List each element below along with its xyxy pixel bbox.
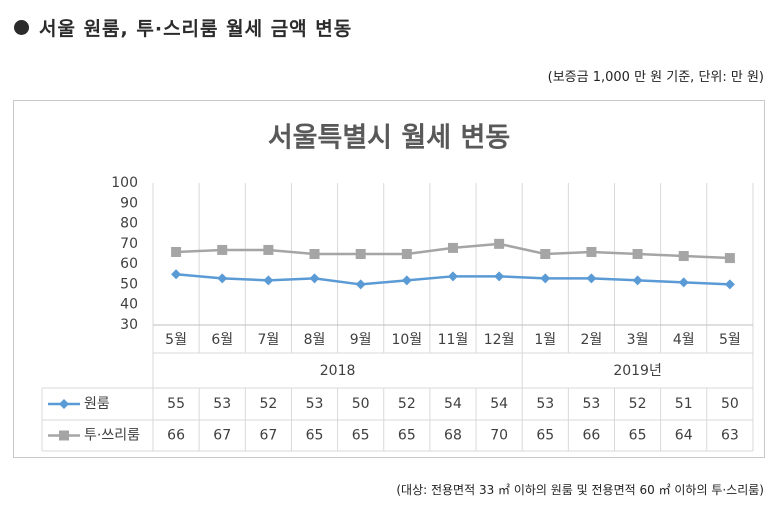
data-point bbox=[540, 273, 551, 284]
bullet-icon bbox=[14, 20, 29, 35]
data-point bbox=[401, 275, 412, 286]
x-tick-label: 6월 bbox=[211, 332, 233, 348]
data-point bbox=[171, 269, 182, 280]
legend-label: 투·쓰리룸 bbox=[84, 428, 140, 444]
data-point bbox=[309, 249, 320, 259]
y-tick-label: 80 bbox=[120, 216, 138, 232]
x-tick-label: 7월 bbox=[257, 332, 279, 348]
table-value: 52 bbox=[398, 396, 416, 412]
data-point bbox=[309, 273, 320, 284]
table-value: 65 bbox=[398, 428, 416, 444]
table-value: 50 bbox=[721, 396, 739, 412]
data-point bbox=[540, 249, 551, 259]
data-point bbox=[494, 271, 505, 282]
year-label: 2019년 bbox=[613, 363, 662, 379]
x-tick-label: 9월 bbox=[350, 332, 372, 348]
data-point bbox=[678, 277, 689, 288]
x-tick-label: 8월 bbox=[304, 332, 326, 348]
data-point bbox=[724, 279, 735, 290]
data-point bbox=[632, 249, 643, 259]
data-point bbox=[355, 279, 366, 290]
y-tick-label: 100 bbox=[111, 175, 138, 191]
x-tick-label: 10월 bbox=[391, 332, 422, 348]
year-label: 2018 bbox=[320, 363, 356, 379]
y-tick-label: 50 bbox=[120, 276, 138, 292]
heading: 서울 원룸, 투·스리룸 월세 금액 변동 bbox=[14, 14, 352, 41]
data-point bbox=[678, 251, 689, 262]
x-tick-label: 5월 bbox=[719, 332, 741, 348]
table-value: 55 bbox=[167, 396, 185, 412]
table-value: 51 bbox=[675, 396, 693, 412]
table-value: 65 bbox=[306, 428, 324, 444]
legend-key-marker bbox=[59, 430, 69, 441]
data-point bbox=[724, 253, 735, 264]
table-value: 68 bbox=[444, 428, 462, 444]
x-tick-label: 1월 bbox=[534, 332, 556, 348]
data-point bbox=[263, 244, 274, 255]
y-tick-label: 30 bbox=[120, 317, 138, 333]
footnote: (대상: 전용면적 33 ㎡ 이하의 원룸 및 전용면적 60 ㎡ 이하의 투·… bbox=[396, 483, 764, 497]
chart-title: 서울특별시 월세 변동 bbox=[268, 123, 510, 154]
y-tick-label: 70 bbox=[120, 236, 138, 252]
table-value: 54 bbox=[490, 396, 508, 412]
x-tick-label: 5월 bbox=[165, 332, 187, 348]
table-value: 65 bbox=[629, 428, 647, 444]
x-tick-label: 4월 bbox=[673, 332, 695, 348]
table-value: 52 bbox=[629, 396, 647, 412]
data-point bbox=[217, 273, 228, 284]
table-value: 53 bbox=[583, 396, 601, 412]
table-value: 67 bbox=[259, 428, 277, 444]
table-value: 66 bbox=[583, 428, 601, 444]
heading-text: 서울 원룸, 투·스리룸 월세 금액 변동 bbox=[39, 18, 353, 40]
table-value: 65 bbox=[352, 428, 370, 444]
table-value: 64 bbox=[675, 428, 693, 444]
data-point bbox=[355, 249, 366, 259]
line-chart: 서울특별시 월세 변동 30 40 50 60 70 80 90 100 5월 6월 7월 8월 9월 10… bbox=[41, 123, 754, 452]
table-value: 54 bbox=[444, 396, 462, 412]
table-value: 52 bbox=[259, 396, 277, 412]
table-value: 66 bbox=[167, 428, 185, 444]
data-point bbox=[632, 275, 643, 286]
data-point bbox=[586, 246, 597, 257]
legend-key-marker bbox=[59, 399, 69, 409]
data-point bbox=[401, 249, 412, 259]
data-point bbox=[447, 242, 458, 253]
data-point bbox=[171, 246, 182, 257]
data-point bbox=[494, 238, 505, 249]
table-value: 70 bbox=[490, 428, 508, 444]
y-tick-label: 60 bbox=[120, 256, 138, 272]
table-value: 67 bbox=[213, 428, 231, 444]
data-point bbox=[447, 271, 458, 282]
x-tick-label: 12월 bbox=[484, 332, 515, 348]
table-value: 53 bbox=[213, 396, 231, 412]
table-value: 53 bbox=[536, 396, 554, 412]
table-value: 50 bbox=[352, 396, 370, 412]
x-tick-label: 2월 bbox=[581, 332, 603, 348]
data-point bbox=[217, 244, 228, 255]
data-point bbox=[586, 273, 597, 284]
chart-container: 서울특별시 월세 변동 30 40 50 60 70 80 90 100 5월 6월 7월 8월 9월 10… bbox=[13, 100, 765, 458]
x-tick-label: 11월 bbox=[438, 332, 469, 348]
table-value: 63 bbox=[721, 428, 739, 444]
x-tick-label: 3월 bbox=[627, 332, 649, 348]
legend-label: 원룸 bbox=[84, 396, 110, 412]
unit-note: (보증금 1,000 만 원 기준, 단위: 만 원) bbox=[547, 70, 764, 85]
y-tick-label: 90 bbox=[120, 195, 138, 211]
data-point bbox=[263, 275, 274, 286]
y-tick-label: 40 bbox=[120, 297, 138, 313]
table-value: 65 bbox=[536, 428, 554, 444]
table-value: 53 bbox=[306, 396, 324, 412]
